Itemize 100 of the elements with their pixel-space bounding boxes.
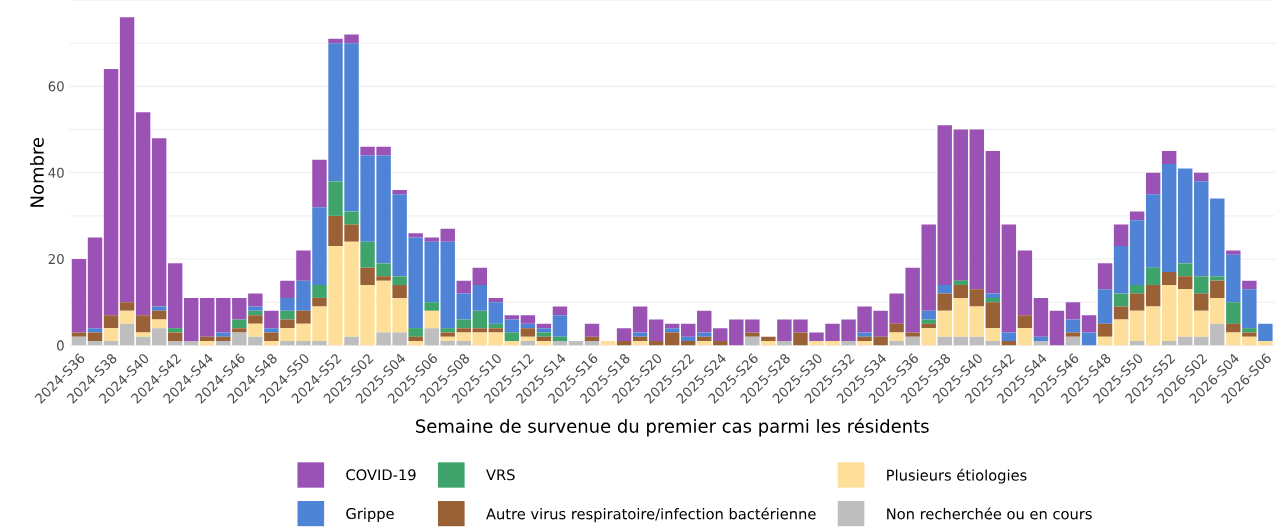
bar bbox=[1145, 285, 1161, 307]
bar bbox=[87, 341, 103, 346]
bar bbox=[472, 310, 488, 329]
bar bbox=[985, 328, 1001, 342]
bar bbox=[1129, 220, 1145, 286]
bar bbox=[119, 323, 135, 346]
bar bbox=[777, 341, 792, 346]
bar bbox=[151, 328, 167, 346]
bar bbox=[440, 332, 455, 337]
bar bbox=[937, 285, 952, 294]
bar bbox=[344, 336, 359, 346]
bar bbox=[616, 341, 632, 346]
bar bbox=[167, 328, 183, 333]
bar bbox=[456, 328, 471, 333]
bar bbox=[1081, 332, 1097, 346]
bar bbox=[408, 328, 423, 337]
bar bbox=[761, 341, 776, 346]
bar bbox=[1178, 289, 1193, 337]
bar bbox=[232, 319, 247, 329]
bar bbox=[472, 332, 488, 346]
bar bbox=[953, 280, 968, 286]
bar bbox=[632, 332, 648, 337]
bar bbox=[536, 336, 552, 342]
bar bbox=[504, 319, 520, 333]
bar bbox=[488, 323, 504, 329]
bar bbox=[119, 302, 135, 311]
bar bbox=[1161, 285, 1177, 342]
bar bbox=[632, 341, 648, 346]
bar bbox=[1129, 310, 1145, 342]
bar bbox=[408, 233, 423, 238]
bar bbox=[584, 323, 600, 337]
bar bbox=[1129, 285, 1145, 294]
bar bbox=[1210, 280, 1225, 299]
bar bbox=[1145, 306, 1161, 346]
bar bbox=[424, 328, 439, 346]
bar bbox=[568, 341, 584, 346]
bar bbox=[472, 328, 488, 333]
bar bbox=[1210, 198, 1225, 277]
legend-label: VRS bbox=[486, 469, 515, 481]
bar bbox=[103, 69, 119, 316]
bar bbox=[520, 336, 536, 342]
bar bbox=[392, 276, 407, 286]
bar bbox=[119, 310, 135, 324]
bar bbox=[1097, 323, 1113, 337]
bar bbox=[488, 298, 504, 303]
bar bbox=[504, 315, 520, 320]
bar bbox=[71, 336, 87, 346]
bar bbox=[889, 332, 904, 342]
bar bbox=[264, 310, 279, 329]
bar bbox=[1210, 323, 1225, 346]
bar bbox=[985, 151, 1001, 294]
bar bbox=[1033, 341, 1049, 346]
bar bbox=[1178, 276, 1193, 290]
bar bbox=[1226, 250, 1241, 255]
bar bbox=[697, 310, 712, 333]
bar bbox=[472, 285, 488, 311]
bar bbox=[857, 341, 872, 346]
bar bbox=[216, 341, 231, 346]
bar bbox=[200, 336, 215, 342]
x-axis-title: Semaine de survenue du premier cas parmi les résidents bbox=[416, 418, 929, 437]
bar bbox=[248, 306, 263, 311]
bar bbox=[1113, 293, 1129, 307]
bar bbox=[1242, 328, 1257, 333]
bar bbox=[1017, 250, 1033, 316]
bar bbox=[1161, 341, 1177, 346]
bar bbox=[184, 298, 199, 342]
legend-label: COVID-19 bbox=[346, 469, 416, 481]
bar bbox=[953, 129, 968, 281]
bar bbox=[440, 328, 455, 333]
bar bbox=[392, 190, 407, 195]
bar bbox=[504, 332, 520, 342]
bar bbox=[1065, 302, 1081, 320]
bar bbox=[664, 323, 680, 329]
bar bbox=[1113, 246, 1129, 294]
bar bbox=[648, 319, 664, 342]
bar bbox=[1001, 332, 1017, 342]
bar bbox=[697, 341, 712, 346]
bar bbox=[151, 319, 167, 329]
bar bbox=[167, 341, 183, 346]
bar bbox=[969, 306, 985, 337]
bar bbox=[504, 341, 520, 346]
bar bbox=[921, 319, 936, 324]
legend-label: Plusieurs étiologies bbox=[887, 468, 1027, 484]
bar bbox=[408, 341, 423, 346]
bar bbox=[681, 341, 696, 346]
bar bbox=[424, 237, 439, 242]
bar bbox=[1001, 341, 1017, 346]
bar bbox=[135, 112, 151, 316]
bar bbox=[1033, 298, 1049, 337]
bar bbox=[889, 323, 904, 333]
bar bbox=[632, 306, 648, 333]
bar bbox=[937, 293, 952, 311]
bar bbox=[761, 336, 776, 342]
bar bbox=[1194, 276, 1209, 294]
bar bbox=[424, 310, 439, 329]
bar bbox=[648, 341, 664, 346]
bar bbox=[937, 336, 952, 346]
bar bbox=[456, 319, 471, 329]
bar bbox=[232, 328, 247, 333]
bar bbox=[937, 125, 952, 286]
